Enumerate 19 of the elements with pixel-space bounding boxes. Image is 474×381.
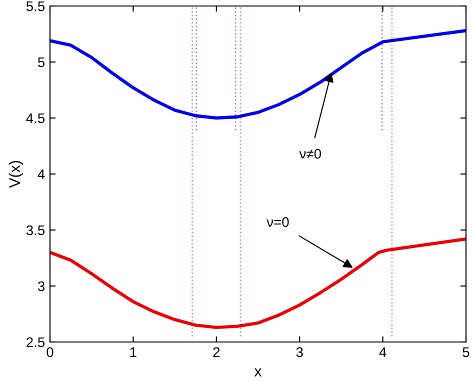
y-tick-label: 5.5 bbox=[26, 1, 45, 12]
line-series bbox=[50, 237, 466, 330]
y-tick-label: 3 bbox=[38, 281, 45, 292]
y-tick-label: 3.5 bbox=[26, 225, 45, 236]
y-axis-title: V(x) bbox=[8, 160, 24, 188]
x-tick-label: 5 bbox=[462, 347, 470, 358]
x-tick-label: 3 bbox=[296, 347, 303, 358]
y-tick-label: 2.5 bbox=[26, 337, 45, 348]
x-tick-label: 2 bbox=[213, 347, 220, 357]
y-tick-label: 4.5 bbox=[26, 113, 45, 124]
x-tick-label: 4 bbox=[379, 347, 386, 357]
x-tick-label: 1 bbox=[130, 347, 136, 357]
annotation: ν=0 bbox=[266, 217, 289, 228]
y-tick-label: 4 bbox=[38, 169, 45, 180]
line-series bbox=[50, 29, 466, 120]
annotation: ν≠0 bbox=[299, 148, 322, 159]
x-axis-title: x bbox=[254, 368, 262, 376]
x-tick-label: 0 bbox=[46, 347, 54, 358]
y-tick-label: 5 bbox=[38, 57, 45, 68]
